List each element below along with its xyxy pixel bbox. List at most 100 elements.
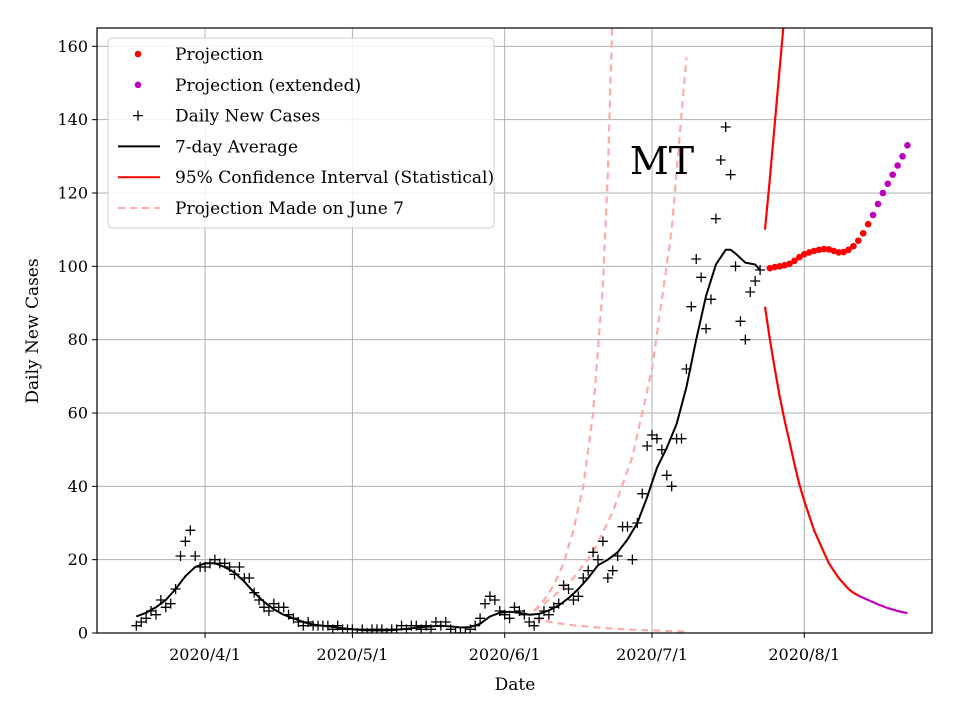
legend-label: Daily New Cases xyxy=(175,107,320,127)
y-tick-label: 60 xyxy=(68,404,88,423)
daily-case-point xyxy=(249,587,260,598)
daily-case-point xyxy=(175,551,186,561)
legend-marker-dot xyxy=(134,81,142,89)
daily-case-point xyxy=(691,254,702,264)
projection-point xyxy=(771,263,779,271)
daily-case-point xyxy=(740,334,751,345)
y-tick-label: 80 xyxy=(68,330,88,349)
daily-case-point xyxy=(612,551,623,561)
legend-box xyxy=(107,37,495,229)
daily-case-point xyxy=(450,628,461,633)
june7-projection-lower-line xyxy=(533,617,687,633)
x-tick-label: 2020/4/1 xyxy=(169,645,241,664)
ci-lower-line xyxy=(763,306,859,597)
projection-point xyxy=(766,264,774,272)
projection-point xyxy=(855,237,862,244)
x-tick-label: 2020/6/1 xyxy=(469,645,541,664)
projection-point xyxy=(864,220,872,228)
y-tick-label: 20 xyxy=(68,550,88,569)
plot-area xyxy=(131,28,911,633)
projection-extended-point xyxy=(899,153,906,160)
projection-extended-point xyxy=(884,180,892,188)
projection-point xyxy=(815,246,823,254)
grid xyxy=(97,28,932,634)
daily-case-point xyxy=(553,598,564,609)
daily-case-point xyxy=(597,536,608,547)
legend-marker-plus xyxy=(133,110,143,121)
projection-extended-point xyxy=(894,162,901,169)
x-axis-title: Date xyxy=(495,675,536,695)
daily-case-point xyxy=(725,169,736,180)
legend-label: Projection xyxy=(175,45,263,65)
y-tick-label: 0 xyxy=(78,624,88,643)
y-tick-label: 40 xyxy=(68,477,88,496)
daily-case-point xyxy=(730,261,741,272)
legend-marker-dot xyxy=(134,50,142,58)
daily-case-point xyxy=(475,613,486,624)
daily-case-point xyxy=(529,620,540,631)
daily-case-point xyxy=(632,518,643,528)
daily-case-point xyxy=(455,628,466,633)
projection-extended-point xyxy=(879,189,887,197)
daily-case-point xyxy=(681,364,692,374)
daily-case-point xyxy=(141,613,152,624)
daily-case-point xyxy=(745,287,756,297)
daily-case-point xyxy=(750,276,761,286)
daily-case-point xyxy=(637,488,648,499)
daily-case-point xyxy=(735,316,746,327)
y-tick-label: 140 xyxy=(57,110,88,129)
projection-point xyxy=(835,249,842,256)
daily-case-point xyxy=(190,551,201,561)
projection-point xyxy=(786,260,793,268)
daily-case-point xyxy=(661,470,672,481)
daily-case-point xyxy=(185,525,196,536)
daily-case-point xyxy=(755,265,766,275)
daily-case-point xyxy=(165,598,176,609)
projection-point xyxy=(859,230,867,237)
daily-case-point xyxy=(666,481,677,492)
daily-case-point xyxy=(686,301,697,312)
daily-case-point xyxy=(720,122,731,132)
projection-point xyxy=(850,242,857,250)
legend-label: 7-day Average xyxy=(175,137,298,157)
daily-case-point xyxy=(563,584,574,594)
x-tick-label: 2020/8/1 xyxy=(768,645,840,664)
daily-case-point xyxy=(180,536,191,547)
june7-projection-upper-line xyxy=(533,28,614,612)
daily-case-point xyxy=(651,433,662,444)
daily-case-point xyxy=(480,598,491,609)
ci-lower-extended-line xyxy=(857,594,908,615)
projection-point xyxy=(776,263,784,270)
daily-case-point xyxy=(593,554,603,565)
daily-case-point xyxy=(278,602,289,613)
daily-case-point xyxy=(244,573,255,583)
legend-label: Projection Made on June 7 xyxy=(175,199,404,219)
daily-case-point xyxy=(710,213,721,224)
projection-extended-point xyxy=(874,200,882,208)
daily-case-point xyxy=(489,595,500,605)
projection-extended-point xyxy=(904,142,911,149)
daily-case-point xyxy=(470,620,481,631)
daily-case-point xyxy=(170,584,181,594)
projection-point xyxy=(791,257,798,265)
y-axis-title: Daily New Cases xyxy=(23,258,43,403)
daily-case-point xyxy=(519,609,530,620)
daily-case-point xyxy=(573,591,584,602)
daily-case-point xyxy=(607,565,618,576)
axes: 2020/4/1 2020/5/1 2020/6/1 2020/7/1 2020/8/1… xyxy=(57,37,840,664)
daily-case-point xyxy=(696,272,707,283)
daily-case-point xyxy=(705,294,716,305)
daily-case-point xyxy=(715,155,726,165)
projection-extended-point xyxy=(889,171,897,178)
daily-case-point xyxy=(588,547,599,558)
daily-case-point xyxy=(656,444,667,455)
daily-case-point xyxy=(254,595,265,605)
daily-case-point xyxy=(676,433,687,444)
y-tick-label: 100 xyxy=(57,257,88,276)
annotation-label: MT xyxy=(630,139,694,183)
daily-case-point xyxy=(229,569,240,580)
projection-point xyxy=(840,248,847,256)
plot-frame xyxy=(96,27,933,634)
daily-case-point xyxy=(534,613,545,624)
daily-case-point xyxy=(578,573,589,583)
